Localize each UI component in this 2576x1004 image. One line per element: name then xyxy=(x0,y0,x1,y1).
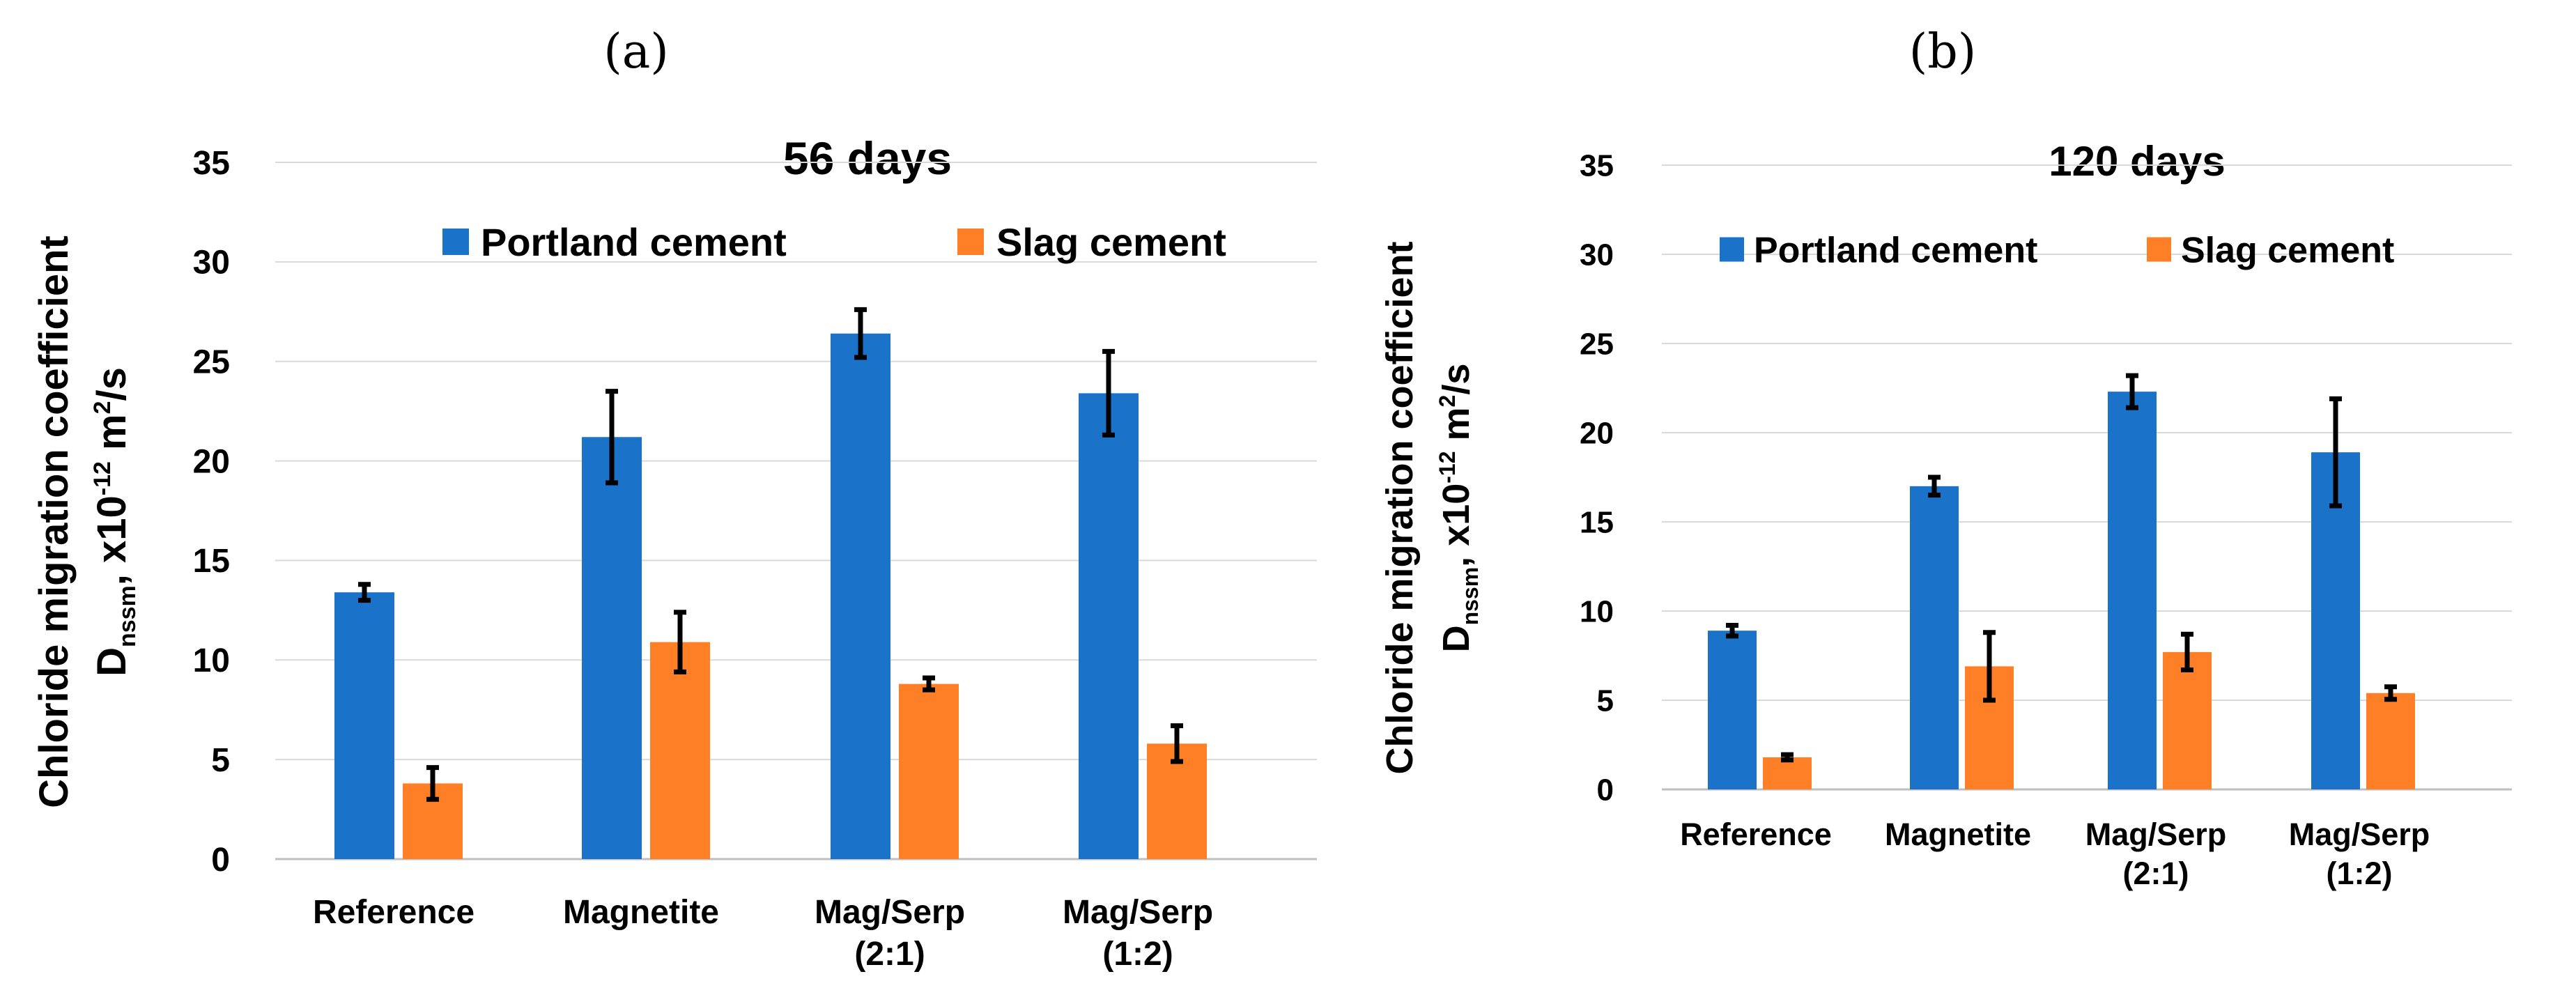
error-bar xyxy=(2181,631,2193,672)
bar-portland-1 xyxy=(1910,486,1959,789)
panel-b: (b) 120 days Chloride migration coeffici… xyxy=(1379,24,2512,891)
panel-a-ylabel-line1: Chloride migration coefficient xyxy=(31,235,77,808)
panel-a: (a) 56 days Chloride migration coefficie… xyxy=(31,24,1317,973)
panel-b-label: (b) xyxy=(1909,24,1977,79)
category-label: Mag/Serp (1:2) xyxy=(2289,817,2430,891)
bar-portland-3 xyxy=(2311,452,2360,789)
y-tick-label: 5 xyxy=(1597,684,1614,718)
bar-portland-2 xyxy=(2108,392,2157,789)
bar-slag-2 xyxy=(2163,651,2212,789)
error-bar xyxy=(1171,723,1183,764)
legend-swatch xyxy=(1720,237,1744,262)
y-tick-label: 20 xyxy=(193,443,230,480)
y-tick-label: 30 xyxy=(1580,238,1614,272)
y-tick-label: 15 xyxy=(193,543,230,580)
legend-label: Portland cement xyxy=(481,220,787,264)
error-bar xyxy=(2126,373,2138,410)
error-bar xyxy=(1983,630,1996,703)
y-tick-label: 5 xyxy=(211,742,230,779)
panel-a-plot: 0 5 10 15 20 25 30 35 Reference Magnetite Mag/Serp… xyxy=(193,145,1317,973)
error-bar xyxy=(1781,752,1794,763)
error-bar xyxy=(358,582,371,603)
panel-b-plot: 0 5 10 15 20 25 30 35 Reference Magnetite Mag/Serp… xyxy=(1580,148,2512,891)
category-label: Magnetite xyxy=(1885,817,2031,852)
bar-portland-0 xyxy=(1708,631,1757,789)
error-bar xyxy=(1726,622,1738,639)
error-bar xyxy=(426,765,439,802)
panel-b-ylabel-line1: Chloride migration coefficient xyxy=(1379,241,1421,774)
category-label: Mag/Serp (2:1) xyxy=(2085,817,2227,891)
category-label: Mag/Serp (2:1) xyxy=(815,894,965,973)
bar-slag-0 xyxy=(1763,757,1812,789)
y-tick-label: 25 xyxy=(1580,327,1614,361)
category-label: Reference xyxy=(1680,817,1832,852)
error-bar xyxy=(923,675,935,693)
panel-a-title: 56 days xyxy=(783,132,952,184)
error-bar xyxy=(2329,396,2342,509)
panel-b-title: 120 days xyxy=(2049,138,2226,185)
legend-label: Slag cement xyxy=(2181,231,2394,271)
error-bar xyxy=(674,610,686,674)
panel-b-ylabel-line2: Dnssm, x10-12 m2/s xyxy=(1435,364,1483,653)
y-tick-label: 0 xyxy=(211,842,230,879)
bar-portland-3 xyxy=(1079,393,1139,859)
bar-portland-1 xyxy=(582,437,642,859)
panel-a-label: (a) xyxy=(603,24,669,79)
error-bar xyxy=(2384,684,2397,702)
y-tick-label: 10 xyxy=(1580,594,1614,628)
error-bar xyxy=(1102,348,1115,438)
legend-swatch xyxy=(442,229,469,255)
legend-swatch xyxy=(2147,237,2171,262)
legend-label: Portland cement xyxy=(1754,231,2037,271)
y-tick-label: 30 xyxy=(193,245,230,281)
bar-slag-1 xyxy=(650,642,710,859)
y-tick-label: 20 xyxy=(1580,416,1614,450)
error-bar xyxy=(854,307,867,360)
legend-label: Slag cement xyxy=(996,220,1226,264)
y-tick-label: 35 xyxy=(193,145,230,182)
error-bar xyxy=(1928,474,1941,498)
category-label: Mag/Serp (1:2) xyxy=(1063,894,1213,973)
y-tick-label: 35 xyxy=(1580,148,1614,183)
y-tick-label: 15 xyxy=(1580,505,1614,539)
category-label: Magnetite xyxy=(563,894,719,931)
y-tick-label: 0 xyxy=(1597,773,1614,807)
category-label: Reference xyxy=(313,894,475,931)
bar-portland-0 xyxy=(334,592,394,859)
panel-a-ylabel-line2: Dnssm, x10-12 m2/s xyxy=(89,367,141,677)
y-tick-label: 25 xyxy=(193,344,230,381)
bar-portland-2 xyxy=(831,333,890,859)
y-tick-label: 10 xyxy=(193,642,230,679)
bar-slag-2 xyxy=(899,684,959,859)
bar-slag-3 xyxy=(2366,693,2415,789)
error-bar xyxy=(606,389,618,486)
legend-swatch xyxy=(957,229,984,255)
